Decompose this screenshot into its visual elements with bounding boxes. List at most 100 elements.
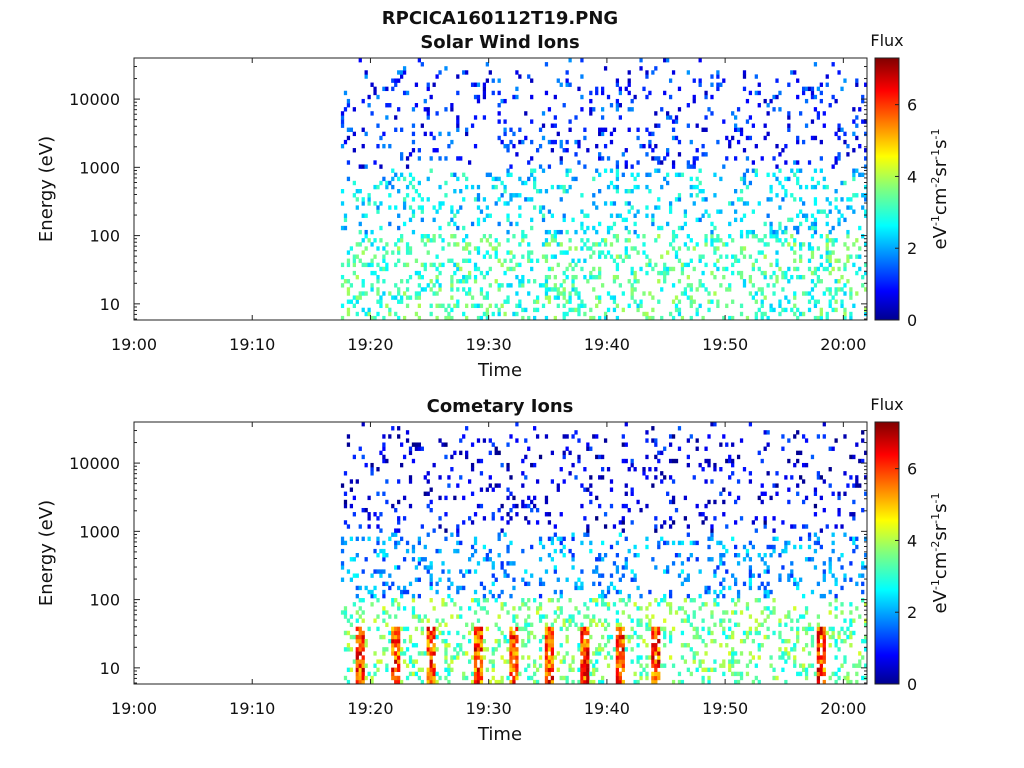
spectrogram-cell [462, 311, 466, 317]
spectrogram-cell [361, 283, 365, 288]
spectrogram-cell [367, 197, 371, 202]
spectrogram-cell [583, 274, 587, 280]
spectrogram-cell [429, 565, 433, 570]
spectrogram-cell [414, 82, 419, 87]
spectrogram-cell [391, 643, 395, 648]
spectrogram-cell [550, 536, 555, 542]
spectrogram-cell [385, 115, 389, 120]
spectrogram-cell [698, 663, 702, 668]
spectrogram-cell [731, 573, 735, 578]
spectrogram-cell [432, 291, 436, 296]
spectrogram-cell [429, 156, 433, 161]
spectrogram-cell [512, 651, 516, 656]
spectrogram-cell [550, 148, 555, 153]
spectrogram-cell [441, 246, 445, 251]
spectrogram-cell [674, 254, 679, 259]
spectrogram-cell [512, 606, 516, 611]
spectrogram-cell [382, 442, 386, 447]
spectrogram-cell [633, 287, 637, 292]
spectrogram-cell [796, 266, 800, 272]
spectrogram-cell [408, 172, 413, 178]
spectrogram-cell [589, 679, 593, 685]
spectrogram-cell [754, 528, 758, 533]
spectrogram-cell [775, 536, 779, 542]
spectrogram-cell [373, 663, 377, 668]
spectrogram-cell [420, 618, 424, 623]
spectrogram-cell [370, 262, 374, 268]
spectrogram-cell [444, 602, 448, 607]
spectrogram-cell [447, 630, 451, 636]
spectrogram-cell [429, 634, 433, 640]
spectrogram-cell [500, 679, 504, 685]
spectrogram-cell [544, 229, 549, 235]
spectrogram-cell [559, 467, 563, 472]
spectrogram-cell [391, 647, 395, 652]
spectrogram-cell [397, 667, 401, 673]
spectrogram-cell [402, 90, 407, 96]
spectrogram-cell [710, 528, 714, 533]
spectrogram-cell [781, 520, 785, 525]
spectrogram-cell [589, 90, 593, 96]
spectrogram-cell [831, 94, 835, 100]
spectrogram-cell [763, 491, 767, 496]
spectrogram-cell [473, 279, 478, 284]
spectrogram-cell [801, 663, 806, 668]
spectrogram-cell [521, 139, 525, 145]
spectrogram-cell [482, 274, 487, 280]
spectrogram-cell [595, 303, 599, 309]
spectrogram-cell [648, 626, 652, 632]
spectrogram-cell [598, 127, 602, 132]
spectrogram-cell [763, 585, 767, 591]
spectrogram-cell [571, 557, 575, 562]
spectrogram-cell [429, 598, 433, 603]
spectrogram-cell [506, 143, 510, 149]
spectrogram-cell [388, 434, 392, 439]
spectrogram-cell [343, 614, 348, 619]
spectrogram-cell [598, 573, 602, 578]
spectrogram-cell [807, 536, 812, 542]
spectrogram-cell [473, 626, 478, 632]
spectrogram-cell [716, 266, 720, 272]
spectrogram-cell [642, 291, 646, 296]
spectrogram-cell [784, 651, 788, 656]
spectrogram-cell [825, 287, 829, 292]
spectrogram-cell [600, 573, 605, 578]
spectrogram-cell [781, 184, 785, 190]
spectrogram-cell [538, 655, 543, 660]
spectrogram-cell [766, 103, 770, 108]
spectrogram-cell [361, 659, 365, 664]
spectrogram-cell [609, 573, 614, 578]
spectrogram-cell [550, 287, 555, 292]
spectrogram-cell [719, 589, 723, 595]
spectrogram-cell [559, 197, 563, 202]
spectrogram-cell [429, 499, 433, 505]
spectrogram-cell [479, 303, 484, 309]
spectrogram-cell [728, 491, 732, 496]
spectrogram-cell [340, 123, 345, 128]
spectrogram-cell [361, 630, 365, 636]
spectrogram-cell [497, 307, 501, 313]
spectrogram-cell [441, 569, 445, 574]
spectrogram-cell [408, 246, 413, 251]
spectrogram-cell [550, 123, 555, 128]
spectrogram-cell [621, 651, 625, 656]
spectrogram-cell [346, 647, 351, 652]
spectrogram-cell [834, 438, 838, 443]
spectrogram-cell [636, 234, 640, 239]
spectrogram-cell [527, 254, 531, 259]
spectrogram-cell [716, 565, 720, 570]
spectrogram-cell [340, 143, 345, 149]
spectrogram-cell [843, 217, 847, 223]
spectrogram-cell [657, 450, 661, 456]
spectrogram-cell [533, 176, 537, 182]
spectrogram-cell [598, 643, 602, 648]
spectrogram-cell [343, 606, 348, 611]
spectrogram-cell [722, 512, 726, 517]
spectrogram-cell [358, 634, 362, 640]
spectrogram-cell [556, 262, 560, 268]
spectrogram-cell [438, 516, 442, 521]
spectrogram-cell [550, 557, 555, 562]
spectrogram-cell [609, 581, 614, 587]
spectrogram-cell [796, 638, 800, 644]
spectrogram-cell [509, 679, 513, 685]
